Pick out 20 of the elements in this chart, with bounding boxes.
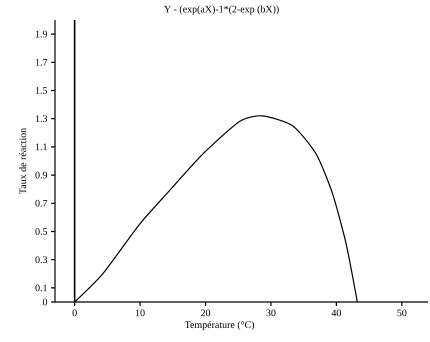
- y-axis-title: Taux de réaction: [19, 128, 26, 194]
- x-axis-title: Température (°C): [184, 321, 254, 330]
- y-tick-label: 0.7: [35, 200, 48, 207]
- y-tick-label: 1.1: [36, 144, 47, 150]
- chart-title: Y - (exp(aX)-1*(2-exp (bX)): [164, 5, 279, 14]
- x-tick-label: 30: [266, 310, 276, 316]
- y-tick-label: 1.3: [36, 115, 48, 122]
- x-tick-label: 10: [136, 310, 145, 316]
- y-tick-label: 1.5: [36, 87, 48, 94]
- y-tick-label: 1.9: [36, 30, 48, 38]
- x-tick-label: 50: [397, 310, 406, 316]
- x-tick-label: 20: [200, 310, 210, 316]
- y-tick-label: 0.5: [35, 228, 48, 235]
- y-tick-label: 0.9: [35, 172, 48, 178]
- x-tick-label: 40: [332, 310, 341, 316]
- y-tick-label: 0.1: [35, 284, 47, 292]
- x-tick-label: 0: [72, 310, 77, 316]
- y-tick-label: 1.7: [36, 58, 48, 66]
- y-tick-label: 0.3: [35, 256, 48, 264]
- y-tick-label: 0: [42, 298, 48, 306]
